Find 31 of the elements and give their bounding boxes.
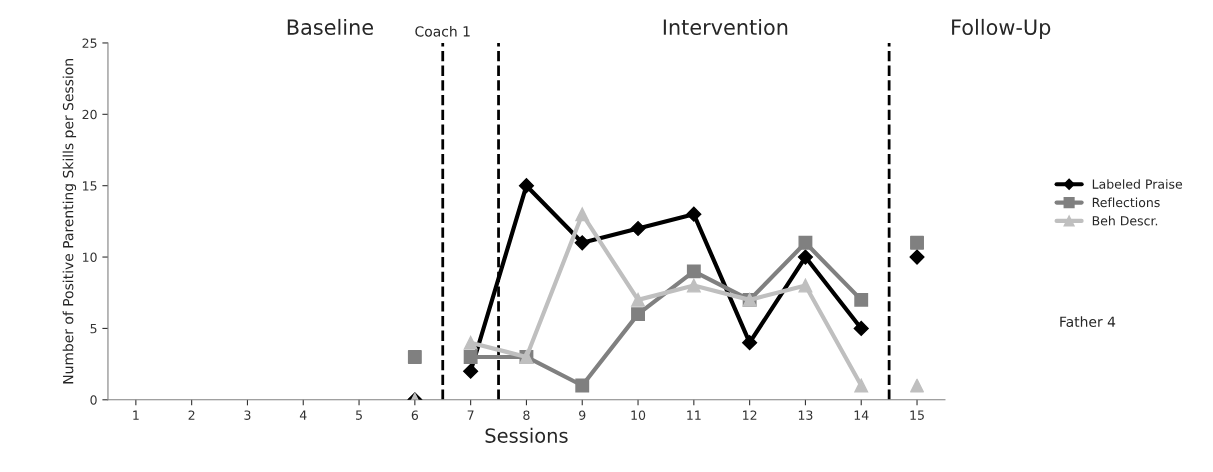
legend-label: Beh Descr. [1092,215,1158,226]
x-tick-label: 1 [133,410,139,420]
x-tick-label: 11 [687,410,701,420]
x-tick-label: 15 [910,410,924,420]
y-axis-title: Number of Positive Parenting Skills per Session [62,59,77,384]
x-tick-label: 4 [299,410,307,420]
y-tick-label: 5 [90,324,97,334]
text: Intervention [663,18,788,36]
x-tick-label: 14 [854,410,869,420]
x-tick-label: 10 [631,410,646,420]
x-tick-label: 3 [244,410,251,420]
x-tick-label: 8 [523,410,530,420]
x-tick-label: 6 [411,410,419,420]
y-tick-label: 15 [83,181,97,191]
y-tick-label: 25 [82,38,97,48]
y-tick-label: 10 [83,252,97,262]
x-tick-label: 7 [467,410,474,420]
x-tick-label: 9 [579,410,586,420]
ref-line-label: Coach 1 [415,25,470,37]
legend-label: Labeled Praise [1092,179,1183,189]
x-axis-title: Sessions [485,427,568,443]
y-tick-label: 0 [90,395,97,405]
y-tick-label: 20 [82,109,97,120]
x-tick-label: 2 [188,410,195,420]
text: Father 4 [1060,316,1116,327]
legend-label: Reflections [1092,197,1160,208]
x-tick-label: 13 [798,410,813,420]
text: Baseline [287,18,373,36]
x-tick-label: 12 [743,410,757,420]
text: Follow-Up [952,18,1051,40]
x-tick-label: 5 [356,410,362,420]
